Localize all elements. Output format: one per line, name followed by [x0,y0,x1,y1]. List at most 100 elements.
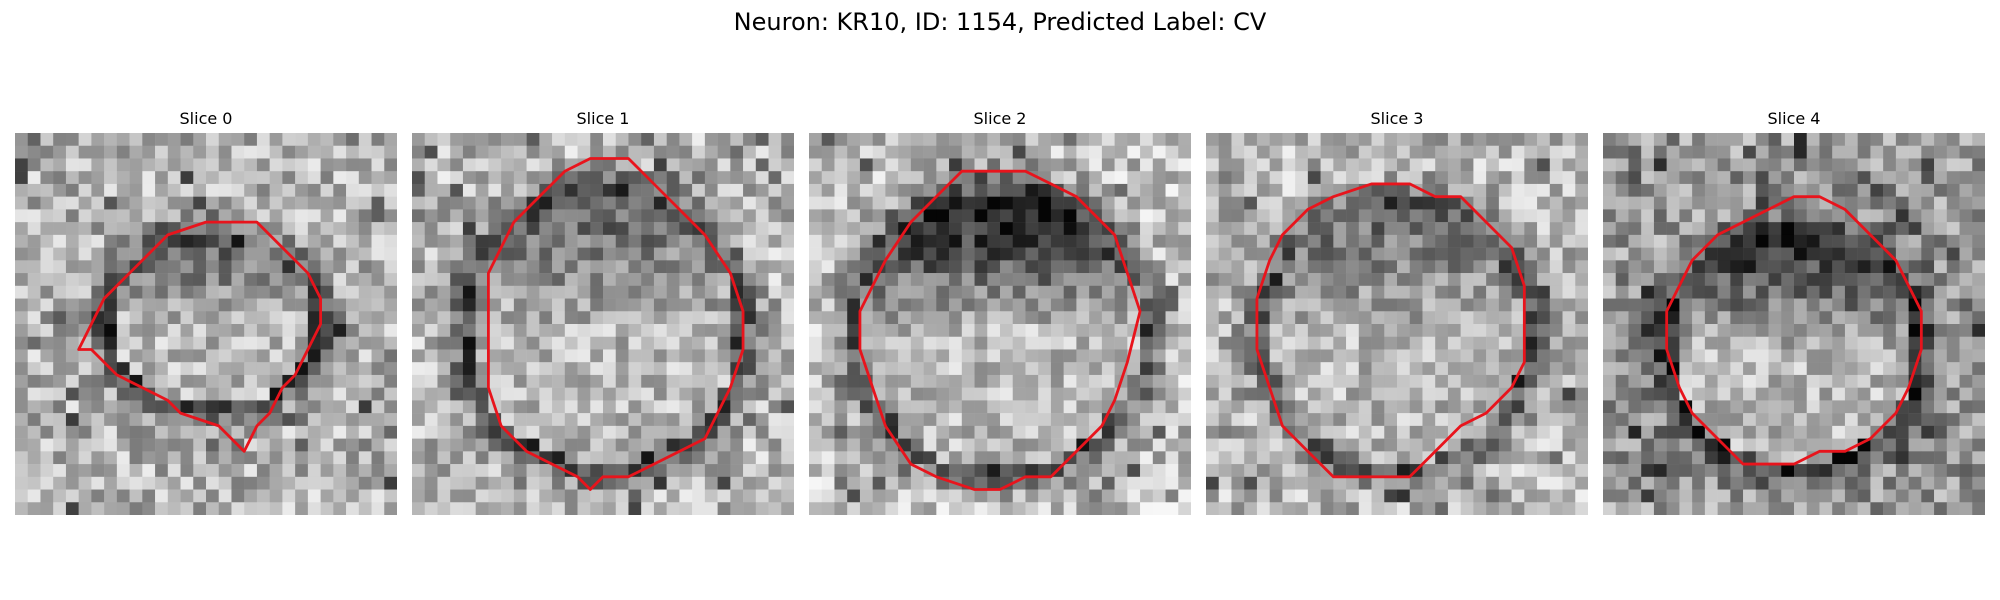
pixel [1409,502,1423,515]
pixel [424,464,438,478]
pixel [615,133,629,146]
pixel [1628,260,1642,274]
pixel [129,476,143,490]
pixel [1603,209,1616,223]
pixel [1101,260,1115,274]
pixel [244,451,258,465]
pixel [346,285,360,299]
pixel [206,222,219,236]
pixel [1307,387,1321,401]
pixel [320,489,334,503]
pixel [1653,183,1667,197]
pixel [1959,476,1973,490]
pixel [1666,158,1680,172]
pixel [437,260,451,274]
pixel [231,222,245,236]
pixel [1295,183,1309,197]
pixel [1857,476,1871,490]
pixel [475,425,489,439]
pixel [371,298,385,312]
pixel [1206,260,1219,274]
pixel [488,171,502,185]
pixel [755,362,769,376]
pixel [1165,502,1179,515]
pixel [320,158,334,172]
pixel [1231,298,1245,312]
pixel [1870,158,1884,172]
pixel [1704,196,1718,210]
pixel [1908,413,1922,427]
pixel [1140,133,1154,146]
pixel [1178,133,1191,146]
pixel [193,273,207,287]
pixel [1768,247,1782,261]
pixel [743,425,757,439]
pixel [1397,209,1410,223]
pixel [437,413,451,427]
pixel [1231,183,1245,197]
pixel [539,502,553,515]
pixel [653,489,667,503]
pixel [1972,311,1985,325]
pixel [653,285,667,299]
pixel [1537,273,1551,287]
pixel [1063,234,1077,248]
pixel [1679,183,1693,197]
pixel [768,260,782,274]
pixel [974,425,988,439]
pixel [872,464,886,478]
pixel [218,451,232,465]
pixel [1333,374,1347,388]
pixel [1679,285,1693,299]
pixel [424,336,438,350]
pixel [1076,234,1090,248]
pixel [320,400,334,414]
pixel [358,451,372,465]
pixel [488,336,502,350]
pixel [1384,247,1398,261]
pixel [615,311,629,325]
pixel [590,183,604,197]
pixel [1384,285,1398,299]
pixel [539,387,553,401]
pixel [1628,451,1642,465]
pixel [1358,425,1372,439]
pixel [231,413,245,427]
pixel [615,400,629,414]
pixel [1256,387,1270,401]
pixel [1666,489,1680,503]
pixel [256,451,270,465]
pixel [1320,247,1334,261]
pixel [295,413,309,427]
pixel [1959,158,1973,172]
pixel [949,324,963,337]
pixel [1422,489,1436,503]
pixel [53,273,67,287]
pixel [1358,247,1372,261]
pixel [1152,183,1166,197]
pixel [1628,171,1642,185]
pixel [539,234,553,248]
pixel [809,400,822,414]
pixel [1524,133,1538,146]
pixel [1473,260,1487,274]
pixel [295,158,309,172]
pixel [809,502,822,515]
pixel [1768,336,1782,350]
pixel [1666,502,1680,515]
pixel [1692,183,1706,197]
pixel [603,438,616,452]
pixel [653,196,667,210]
pixel [307,476,321,490]
pixel [1692,438,1706,452]
pixel [206,387,219,401]
pixel [1320,387,1334,401]
pixel [949,133,963,146]
pixel [1704,400,1718,414]
pixel [1562,273,1576,287]
slice-title: Slice 1 [576,109,630,128]
pixel [603,425,616,439]
pixel [834,247,848,261]
pixel [1781,183,1795,197]
pixel [1628,464,1642,478]
